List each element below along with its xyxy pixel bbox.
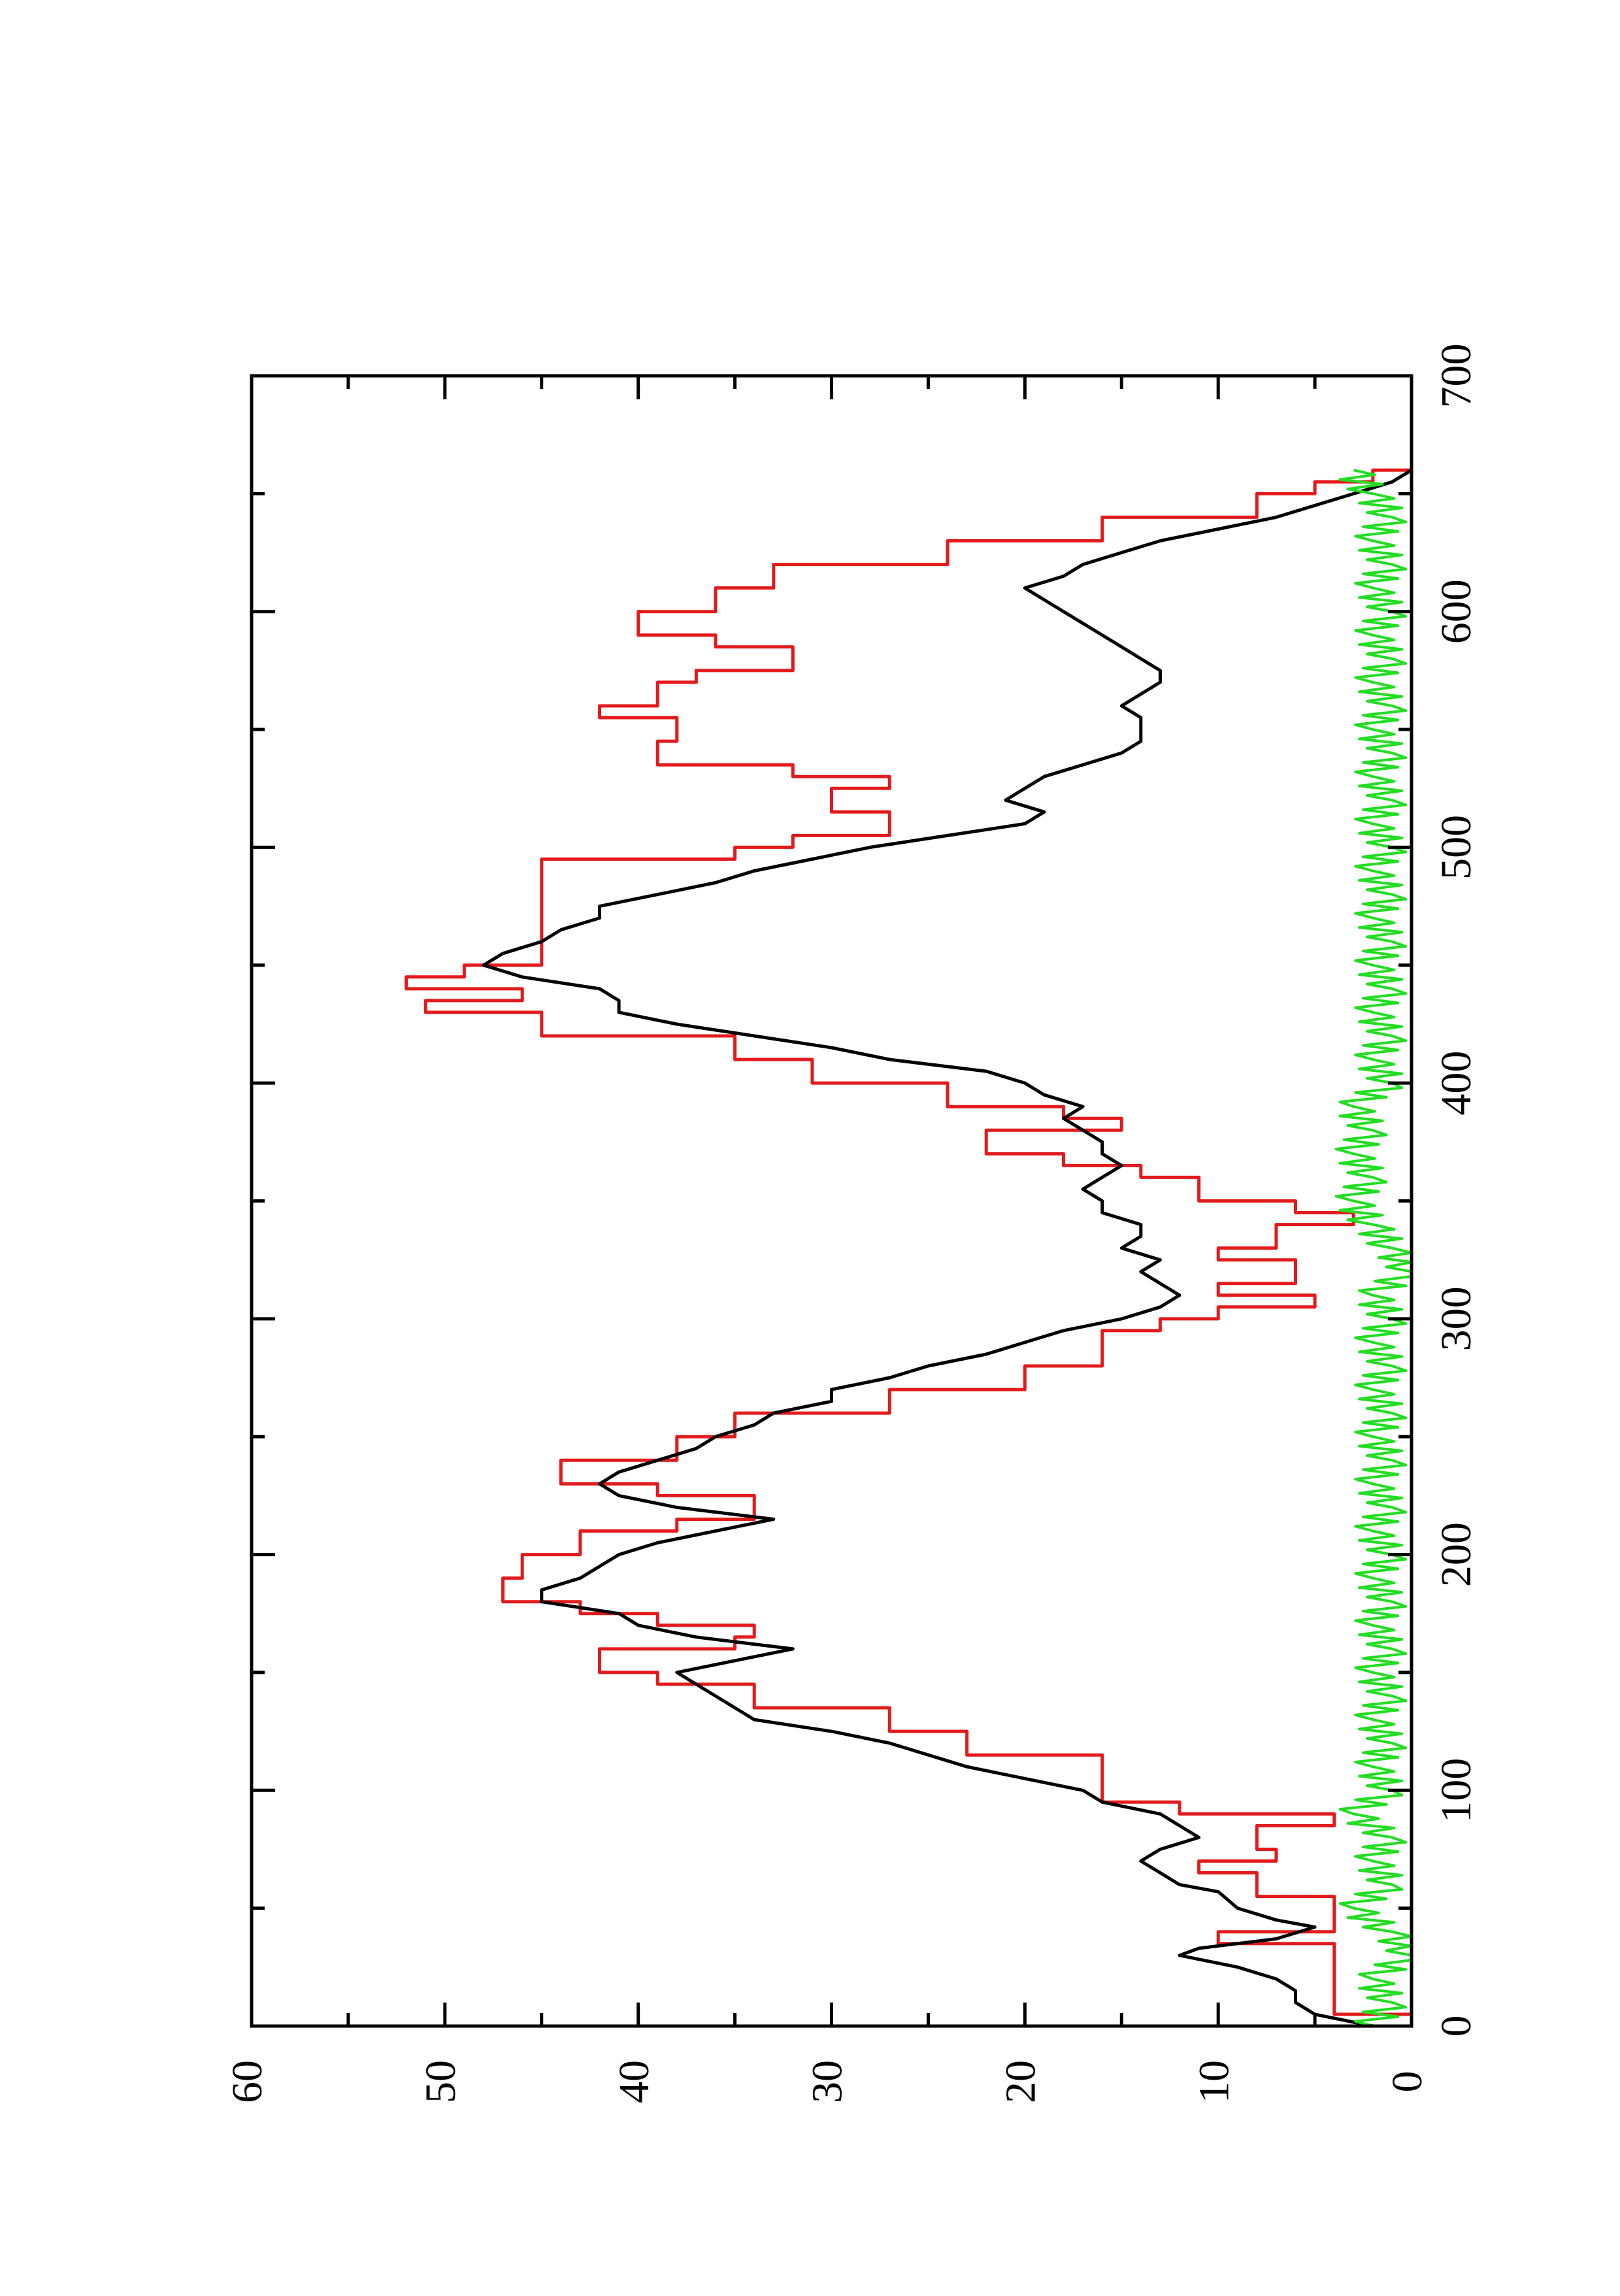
y-tick-label: 20 — [997, 2060, 1044, 2103]
series-0-line — [405, 468, 1413, 2026]
x-tick-label: 400 — [1432, 1051, 1480, 1116]
y-tick-label: 30 — [804, 2060, 851, 2103]
y-tick-label: 50 — [417, 2060, 465, 2103]
x-tick-label: 700 — [1432, 344, 1480, 408]
x-tick-label: 500 — [1432, 815, 1480, 880]
series-2-line — [1334, 469, 1413, 2027]
y-tick-label: 0 — [1383, 2071, 1431, 2093]
y-tick-label: 10 — [1190, 2060, 1238, 2103]
y-tick-label: 40 — [610, 2060, 658, 2103]
y-tick-label: 60 — [223, 2060, 271, 2103]
series-1-line — [482, 469, 1413, 2028]
x-tick-label: 0 — [1432, 2016, 1480, 2037]
plot-area: 0 100 200 300 400 500 600 700 0 10 20 30 40 50 60 — [223, 344, 1480, 2104]
x-tick-label: 100 — [1432, 1758, 1480, 1823]
x-tick-label: 600 — [1432, 579, 1480, 644]
x-tick-label: 200 — [1432, 1522, 1480, 1587]
x-tick-label: 300 — [1432, 1286, 1480, 1351]
